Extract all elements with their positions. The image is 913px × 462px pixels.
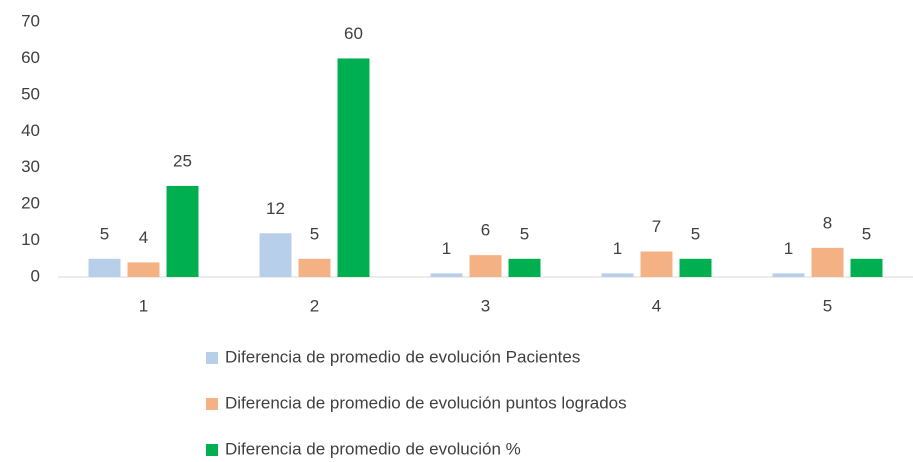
data-label: 5: [100, 224, 109, 243]
y-tick-label: 40: [21, 121, 40, 140]
bar: [469, 255, 502, 277]
bar: [166, 185, 199, 277]
legend-label: Diferencia de promedio de evolución punt…: [225, 393, 627, 412]
data-label: 25: [173, 151, 192, 170]
x-tick-label: 1: [139, 296, 148, 315]
data-label: 12: [266, 199, 285, 218]
legend-swatch: [206, 398, 218, 410]
data-label: 8: [823, 213, 832, 232]
data-label: 5: [862, 224, 871, 243]
bar: [298, 258, 331, 277]
y-tick-label: 0: [31, 266, 40, 285]
y-tick-label: 30: [21, 157, 40, 176]
y-tick-label: 20: [21, 194, 40, 213]
legend-swatch: [206, 352, 218, 364]
bar: [508, 258, 541, 277]
bar: [640, 251, 673, 277]
bar: [430, 273, 463, 277]
data-label: 5: [520, 224, 529, 243]
y-tick-label: 10: [21, 230, 40, 249]
x-tick-label: 2: [310, 296, 319, 315]
data-label: 5: [310, 224, 319, 243]
y-tick-label: 60: [21, 48, 40, 67]
data-label: 60: [344, 24, 363, 43]
legend-label: Diferencia de promedio de evolución %: [225, 439, 521, 458]
bar: [679, 258, 712, 277]
data-label: 1: [442, 239, 451, 258]
bar: [601, 273, 634, 277]
bar: [850, 258, 883, 277]
legend-swatch: [206, 444, 218, 456]
bar: [772, 273, 805, 277]
x-tick-label: 5: [823, 296, 832, 315]
y-tick-label: 70: [21, 11, 40, 30]
data-label: 5: [691, 224, 700, 243]
data-label: 1: [784, 239, 793, 258]
bar: [88, 258, 121, 277]
data-label: 6: [481, 221, 490, 240]
bar: [337, 58, 370, 277]
bar: [259, 233, 292, 277]
data-label: 7: [652, 217, 661, 236]
bar: [127, 262, 160, 277]
bar: [811, 247, 844, 277]
x-tick-label: 4: [652, 296, 661, 315]
legend-label: Diferencia de promedio de evolución Paci…: [225, 347, 580, 366]
data-label: 4: [139, 228, 148, 247]
data-label: 1: [613, 239, 622, 258]
y-tick-label: 50: [21, 84, 40, 103]
x-tick-label: 3: [481, 296, 490, 315]
